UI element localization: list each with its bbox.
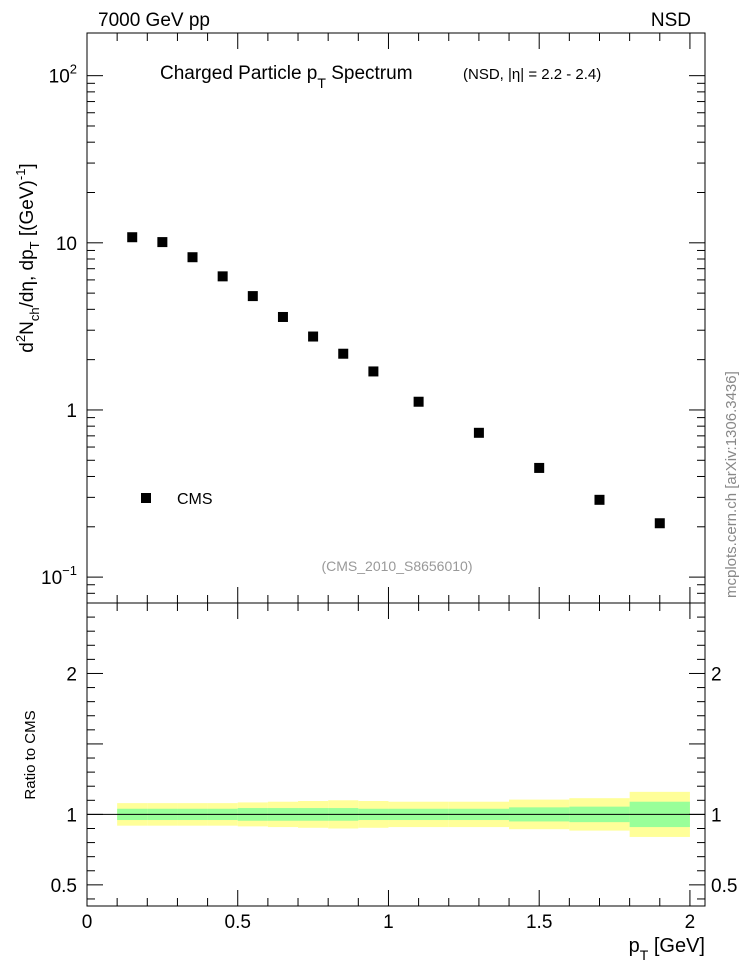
side-label: mcplots.cern.ch [arXiv:1306.3436] <box>723 371 740 598</box>
x-tick-label: 0 <box>82 912 93 933</box>
x-tick-label: 1.5 <box>526 912 552 933</box>
ratio-y-axis-label: Ratio to CMS <box>22 710 39 799</box>
data-point <box>654 518 665 529</box>
data-point <box>308 331 319 342</box>
ratio-y-tick-labels: 0.5 0.5 1 1 2 2 <box>51 664 738 896</box>
main-y-tick-label: 10−1 <box>41 563 77 589</box>
main-plot-frame <box>86 32 706 604</box>
main-data-points <box>127 232 665 529</box>
main-y-tick-label: 10 <box>56 234 77 255</box>
ratio-y-tick-label-right: 0.5 <box>711 876 737 897</box>
chart-title: Charged Particle pT Spectrum <box>160 63 413 91</box>
main-y-tick-label: 102 <box>49 62 77 88</box>
data-point <box>594 494 605 505</box>
x-axis-label: pT [GeV] <box>629 935 705 963</box>
data-point <box>413 396 424 407</box>
data-point <box>217 271 228 282</box>
ratio-y-tick-label: 0.5 <box>51 876 77 897</box>
analysis-watermark: (CMS_2010_S8656010) <box>322 558 473 574</box>
data-point <box>473 427 484 438</box>
legend-label: CMS <box>177 491 213 508</box>
ratio-y-tick-label-right: 1 <box>711 805 722 826</box>
data-point <box>277 311 288 322</box>
ratio-ticks <box>86 603 705 906</box>
main-y-tick-label: 1 <box>66 401 77 422</box>
main-y-tick-labels: 102 10 1 10−1 <box>41 62 77 589</box>
data-point <box>338 348 349 359</box>
header-right: NSD <box>651 10 691 31</box>
header-left: 7000 GeV pp <box>98 10 210 31</box>
data-point <box>368 366 379 377</box>
ratio-plot-frame <box>86 602 706 907</box>
data-point <box>157 237 168 248</box>
data-point <box>127 232 138 243</box>
data-point <box>247 291 258 302</box>
ratio-y-tick-label-right: 2 <box>711 664 722 685</box>
data-point <box>187 252 198 263</box>
ratio-y-tick-label: 2 <box>66 664 77 685</box>
ratio-y-tick-label: 1 <box>66 805 77 826</box>
ratio-x-tick-labels: 0 0.5 1 1.5 2 <box>82 912 696 933</box>
x-tick-label: 1 <box>383 912 394 933</box>
legend-marker <box>141 493 151 503</box>
x-tick-label: 2 <box>685 912 696 933</box>
data-point <box>534 462 545 473</box>
chart-title-extra: (NSD, |η| = 2.2 - 2.4) <box>463 66 601 83</box>
ratio-panel: 0.5 0.51 12 2 0 0.5 1 1.5 2 Ratio to CMS pT [Ge… <box>22 602 738 963</box>
x-tick-label: 0.5 <box>225 912 251 933</box>
main-y-axis-label: d2Nch/dη, dpT [(GeV)-1] <box>13 163 42 352</box>
main-ticks <box>86 33 705 604</box>
